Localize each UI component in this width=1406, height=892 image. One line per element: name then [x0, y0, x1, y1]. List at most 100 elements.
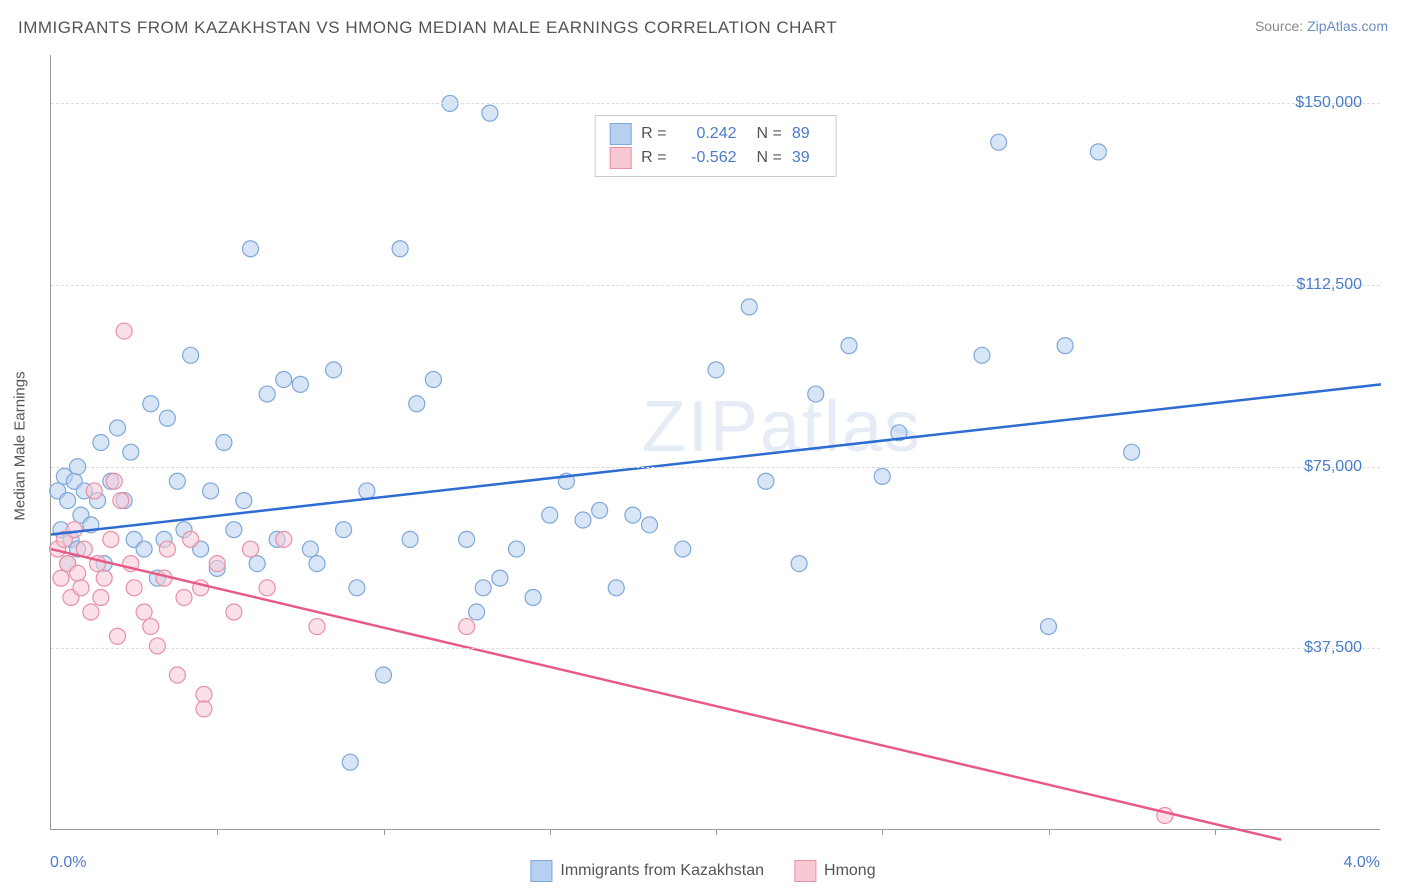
x-tick — [716, 829, 717, 835]
scatter-point — [143, 619, 159, 635]
plot-area: ZIPatlas R = 0.242 N = 89 R = -0.562 N =… — [50, 55, 1380, 830]
scatter-point — [326, 362, 342, 378]
scatter-point — [625, 507, 641, 523]
legend-series-swatch-1 — [530, 860, 552, 882]
scatter-point — [349, 580, 365, 596]
scatter-point — [841, 338, 857, 354]
scatter-point — [758, 473, 774, 489]
scatter-point — [60, 493, 76, 509]
scatter-point — [309, 556, 325, 572]
trend-line — [51, 384, 1381, 534]
scatter-point — [342, 754, 358, 770]
scatter-point — [1041, 619, 1057, 635]
legend-r-value-1: 0.242 — [677, 122, 737, 146]
scatter-point — [203, 483, 219, 499]
scatter-point — [169, 473, 185, 489]
scatter-point — [525, 590, 541, 606]
legend-series-item-2: Hmong — [794, 860, 876, 882]
legend-r-label-2: R = — [641, 146, 666, 170]
scatter-point — [243, 241, 259, 257]
scatter-point — [236, 493, 252, 509]
legend-r-label-1: R = — [641, 122, 666, 146]
scatter-point — [226, 604, 242, 620]
scatter-point — [159, 410, 175, 426]
legend-series-swatch-2 — [794, 860, 816, 882]
scatter-point — [974, 347, 990, 363]
scatter-point — [106, 473, 122, 489]
legend-row-1: R = 0.242 N = 89 — [609, 122, 822, 146]
scatter-point — [249, 556, 265, 572]
legend-swatch-1 — [609, 123, 631, 145]
chart-title: IMMIGRANTS FROM KAZAKHSTAN VS HMONG MEDI… — [18, 18, 837, 38]
scatter-point — [136, 604, 152, 620]
source-attribution: Source: ZipAtlas.com — [1255, 18, 1388, 34]
scatter-point — [136, 541, 152, 557]
y-tick-label: $112,500 — [1296, 276, 1362, 294]
x-tick — [550, 829, 551, 835]
scatter-point — [73, 580, 89, 596]
legend-swatch-2 — [609, 147, 631, 169]
x-tick — [1215, 829, 1216, 835]
gridline — [51, 648, 1380, 649]
legend-n-label-1: N = — [757, 122, 782, 146]
x-tick-end: 4.0% — [1344, 854, 1380, 872]
scatter-point — [1057, 338, 1073, 354]
legend-n-value-2: 39 — [792, 146, 822, 170]
scatter-point — [70, 565, 86, 581]
scatter-point — [459, 531, 475, 547]
x-tick — [882, 829, 883, 835]
scatter-point — [302, 541, 318, 557]
source-label: Source: — [1255, 18, 1307, 34]
scatter-point — [86, 483, 102, 499]
legend-row-2: R = -0.562 N = 39 — [609, 146, 822, 170]
scatter-point — [1124, 444, 1140, 460]
legend-series-label-2: Hmong — [824, 862, 876, 880]
legend-series-label-1: Immigrants from Kazakhstan — [560, 862, 764, 880]
legend-correlation: R = 0.242 N = 89 R = -0.562 N = 39 — [594, 115, 837, 177]
scatter-point — [874, 468, 890, 484]
scatter-point — [196, 686, 212, 702]
scatter-point — [209, 556, 225, 572]
scatter-point — [642, 517, 658, 533]
scatter-point — [592, 502, 608, 518]
legend-series: Immigrants from Kazakhstan Hmong — [520, 860, 885, 882]
y-tick-label: $37,500 — [1304, 639, 1362, 657]
x-tick — [1049, 829, 1050, 835]
scatter-point — [183, 347, 199, 363]
scatter-point — [216, 435, 232, 451]
scatter-point — [93, 435, 109, 451]
scatter-point — [123, 444, 139, 460]
x-tick-start: 0.0% — [50, 854, 86, 872]
scatter-point — [608, 580, 624, 596]
scatter-point — [96, 570, 112, 586]
scatter-point — [183, 531, 199, 547]
scatter-point — [259, 386, 275, 402]
scatter-point — [409, 396, 425, 412]
scatter-point — [83, 604, 99, 620]
scatter-point — [492, 570, 508, 586]
legend-n-value-1: 89 — [792, 122, 822, 146]
x-tick — [217, 829, 218, 835]
scatter-point — [575, 512, 591, 528]
scatter-point — [143, 396, 159, 412]
scatter-point — [359, 483, 375, 499]
scatter-point — [276, 372, 292, 388]
scatter-point — [791, 556, 807, 572]
scatter-point — [469, 604, 485, 620]
scatter-point — [376, 667, 392, 683]
scatter-point — [675, 541, 691, 557]
scatter-point — [53, 570, 69, 586]
scatter-point — [110, 628, 126, 644]
scatter-point — [708, 362, 724, 378]
legend-r-value-2: -0.562 — [677, 146, 737, 170]
scatter-point — [459, 619, 475, 635]
scatter-point — [126, 580, 142, 596]
scatter-point — [292, 376, 308, 392]
scatter-point — [309, 619, 325, 635]
scatter-point — [741, 299, 757, 315]
scatter-point — [66, 522, 82, 538]
scatter-point — [196, 701, 212, 717]
y-axis-label: Median Male Earnings — [12, 371, 29, 520]
gridline — [51, 467, 1380, 468]
scatter-point — [425, 372, 441, 388]
